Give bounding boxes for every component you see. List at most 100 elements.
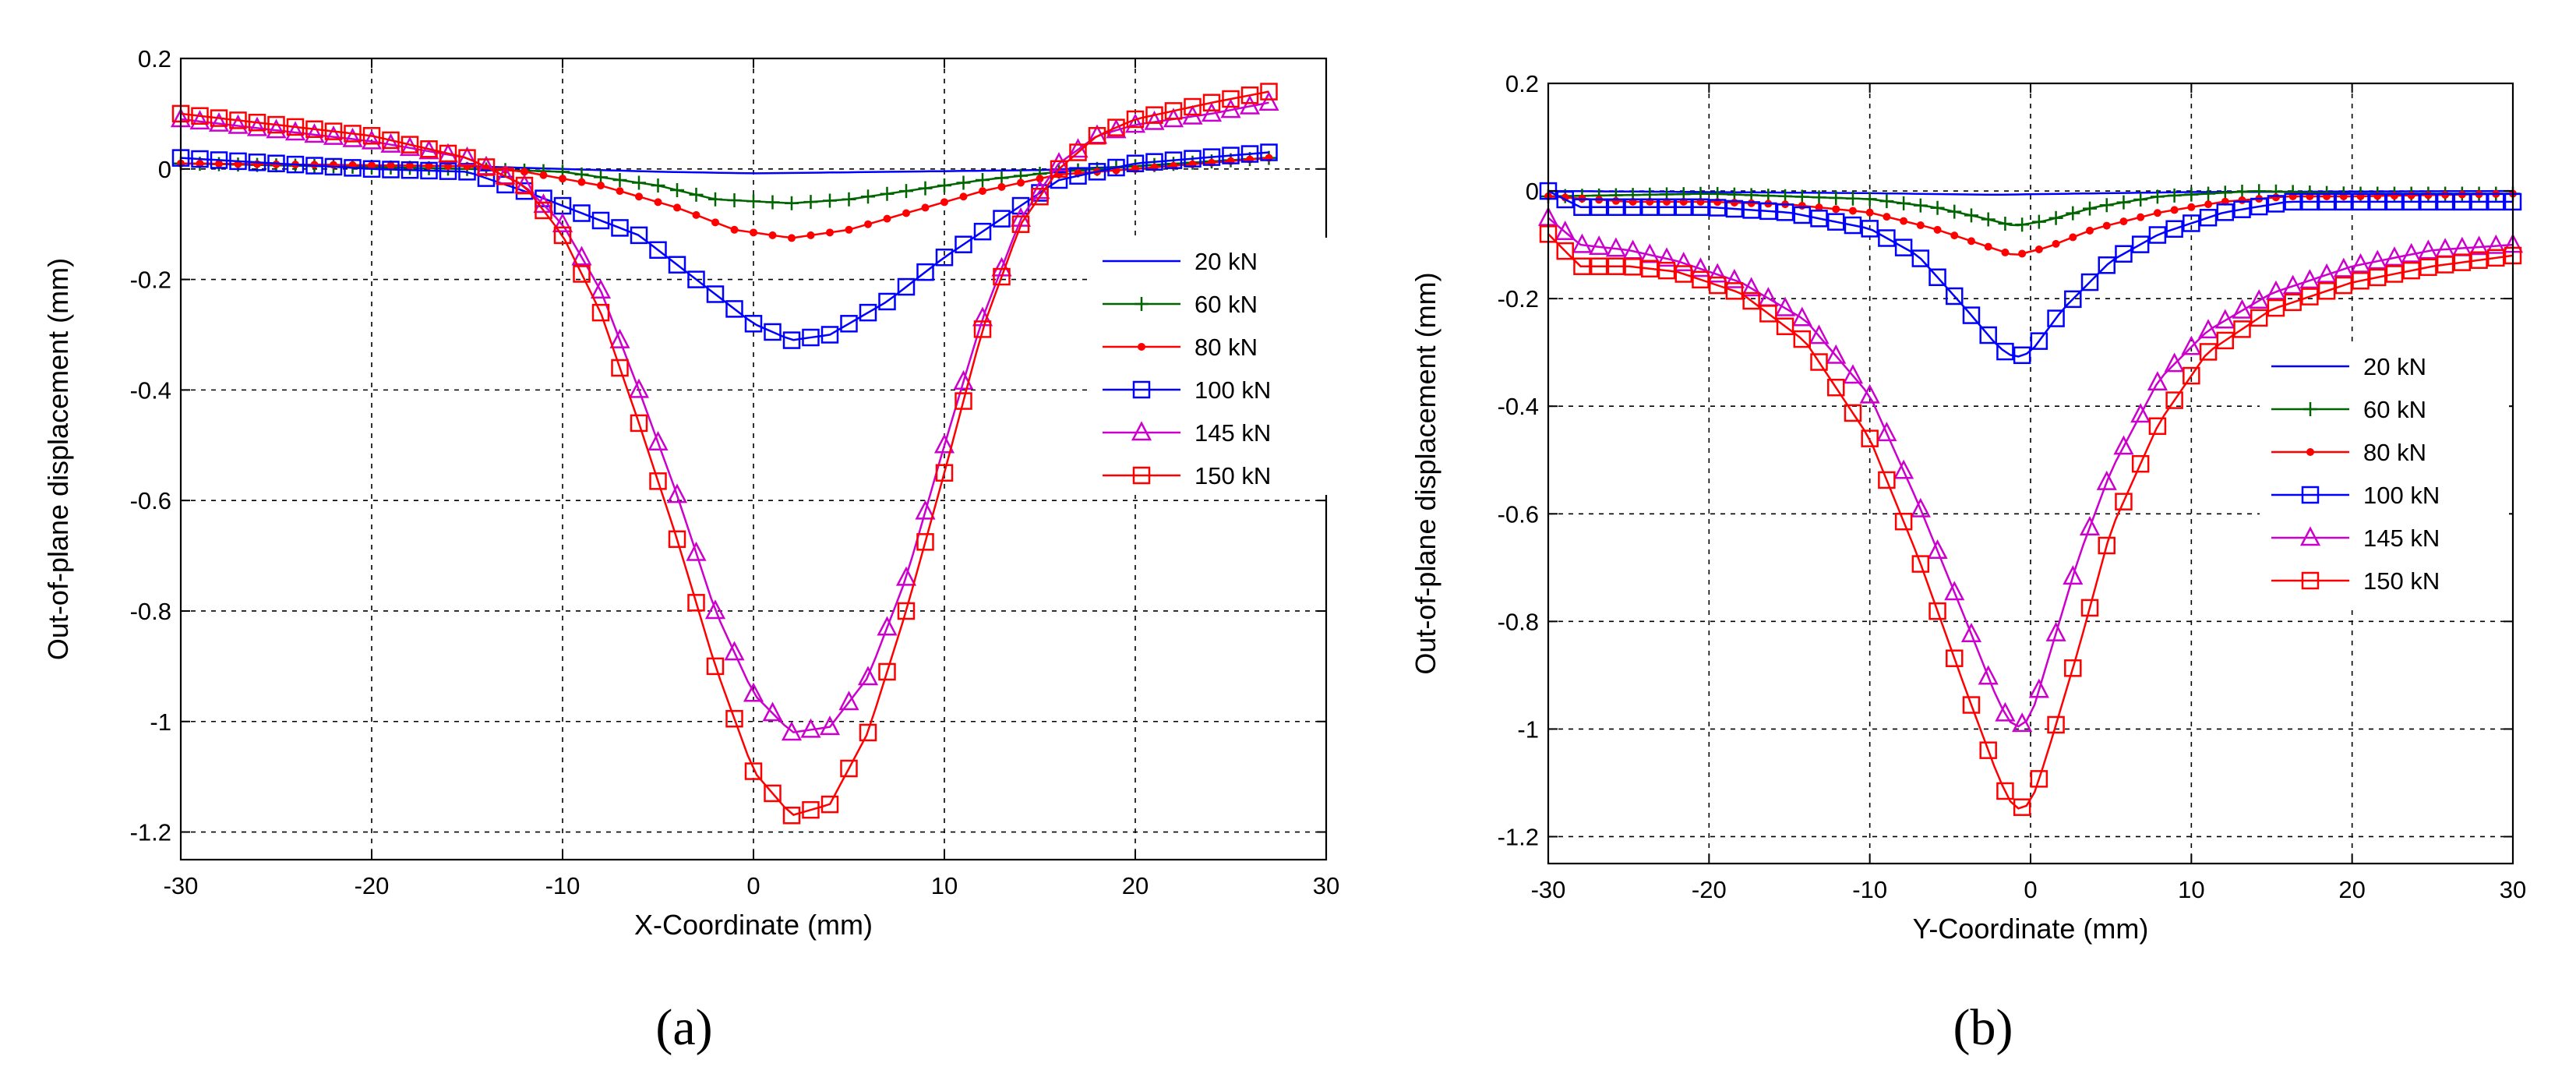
data-point (1031, 187, 1049, 206)
data-point (955, 392, 972, 410)
legend: 20 kN 60 kN 80 kN 100 kN 145 kN 150 kN (2260, 343, 2509, 608)
data-point (573, 265, 591, 283)
data-point (2080, 599, 2099, 617)
data-point (2233, 200, 2251, 218)
data-point (630, 226, 648, 245)
data-point (401, 161, 419, 179)
y-tick-label: 0.2 (1505, 70, 1539, 97)
data-point (2028, 678, 2049, 698)
data-point (673, 203, 681, 212)
data-point (616, 187, 624, 196)
y-tick-label: -0.8 (130, 598, 171, 625)
data-point (1845, 191, 1860, 206)
data-point (2385, 265, 2404, 283)
data-point (782, 807, 801, 825)
data-point (826, 228, 834, 237)
data-point (2119, 217, 2128, 226)
data-point (1995, 701, 2016, 722)
data-point (2204, 200, 2213, 209)
data-point (2013, 798, 2031, 816)
data-point (1590, 257, 1608, 275)
data-point (1978, 665, 1999, 685)
data-point (1810, 210, 1828, 228)
data-point (2284, 293, 2302, 312)
data-point (785, 196, 799, 210)
legend-marker (1138, 343, 1145, 351)
series-150-kn (1539, 225, 2522, 816)
data-point (611, 219, 629, 237)
data-point (1947, 204, 1962, 219)
data-point (1202, 94, 1221, 111)
data-point (916, 533, 934, 551)
data-point (2401, 242, 2422, 263)
legend-item: 150 kN (2271, 567, 2440, 595)
data-point (362, 127, 381, 145)
data-point (1126, 154, 1145, 172)
data-point (2218, 185, 2232, 200)
data-point (819, 715, 841, 736)
data-point (2170, 206, 2179, 214)
data-point (857, 666, 879, 686)
data-point (2018, 249, 2027, 258)
data-point (711, 218, 719, 227)
legend: 20 kN 60 kN 80 kN 100 kN 145 kN 150 kN (1091, 238, 1332, 495)
data-point (1791, 306, 1812, 327)
legend-label: 100 kN (2363, 482, 2440, 509)
legend-label: 80 kN (1194, 334, 1258, 361)
data-point (1607, 198, 1625, 217)
data-point (704, 599, 726, 620)
series-145-kn (170, 91, 1279, 741)
data-point (439, 144, 457, 163)
data-point (2001, 248, 2010, 256)
legend-box (2260, 343, 2509, 608)
series-line (180, 90, 1269, 816)
data-point (800, 718, 821, 738)
y-tick-label: -0.8 (1498, 608, 1539, 635)
data-point (820, 326, 839, 344)
data-point (628, 378, 650, 398)
data-point (2201, 186, 2216, 201)
data-point (477, 158, 496, 176)
data-point (2368, 268, 2387, 287)
data-point (2184, 187, 2199, 202)
data-point (612, 172, 627, 187)
data-point (2436, 193, 2454, 211)
data-point (1861, 220, 1879, 238)
data-point (1556, 190, 1574, 209)
data-point (1724, 268, 1745, 288)
data-point (2402, 261, 2420, 280)
data-point (1859, 383, 1880, 404)
data-point (2064, 659, 2082, 677)
data-point (2317, 282, 2336, 300)
data-point (976, 172, 990, 187)
data-point (1913, 198, 1928, 213)
data-point (2181, 335, 2202, 355)
data-point (382, 131, 400, 150)
data-point (1725, 200, 1744, 218)
data-point (191, 107, 209, 125)
data-point (286, 118, 305, 136)
data-point (368, 161, 376, 170)
x-tick-label: 30 (1313, 872, 1339, 899)
data-point (1708, 276, 1727, 295)
data-point (189, 110, 210, 130)
data-point (2099, 198, 2114, 213)
data-point (632, 175, 646, 190)
y-tick-label: -1.2 (1498, 823, 1539, 850)
data-point (539, 171, 548, 179)
data-point (916, 263, 934, 281)
data-point (2216, 331, 2235, 350)
data-point (1692, 270, 1710, 289)
data-point (1184, 150, 1202, 168)
legend-marker (2299, 526, 2321, 546)
data-point (803, 195, 818, 210)
data-point (635, 193, 643, 201)
data-point (1808, 324, 1830, 344)
data-point (1708, 199, 1727, 217)
data-point (1962, 306, 1981, 324)
data-point (2317, 263, 2338, 283)
data-point (1742, 291, 1760, 310)
data-point (1910, 497, 1931, 518)
data-point (2232, 298, 2253, 319)
data-point (1164, 102, 1183, 120)
